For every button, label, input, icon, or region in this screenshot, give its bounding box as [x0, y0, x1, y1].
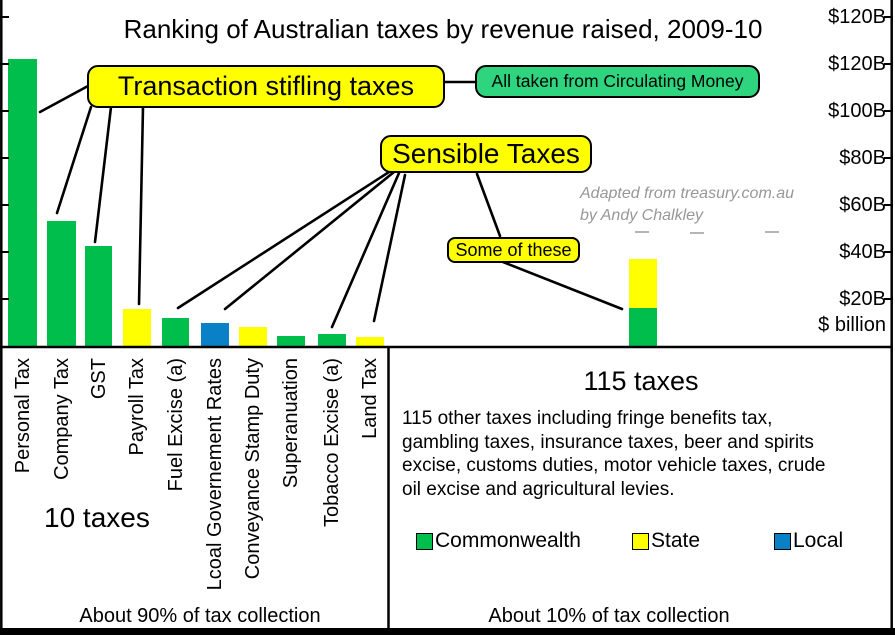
legend-label: State	[651, 529, 701, 552]
erased-text-remnant	[635, 231, 649, 233]
bar-115-taxes-state	[629, 259, 657, 308]
x-label-gst: GST	[87, 358, 110, 400]
y-tick-label: $80B	[839, 147, 886, 169]
y-tick-label: $120B	[828, 6, 886, 28]
x-label-land-tax: Land Tax	[359, 358, 381, 439]
leader-line	[372, 173, 407, 323]
transaction-stifling-taxes-callout: Transaction stifling taxes	[87, 65, 445, 108]
description-line: gambling taxes, insurance taxes, beer an…	[402, 431, 814, 453]
leader-line	[38, 84, 90, 114]
x-label-conveyance-stamp-duty: Conveyance Stamp Duty	[242, 358, 264, 580]
bar-fuel-excise-a	[162, 318, 189, 348]
bar-company-tax	[47, 221, 76, 348]
y-tick-label: $120B	[828, 53, 886, 75]
leader-line	[137, 105, 145, 306]
circulating-money-callout: All taken from Circulating Money	[475, 65, 760, 98]
credit-line-1: Adapted from treasury.com.au	[580, 185, 795, 202]
leader-line	[330, 171, 401, 329]
legend-label: Commonwealth	[435, 529, 581, 552]
x-label-payroll-tax: Payroll Tax	[126, 358, 148, 456]
description-line: 115 other taxes including fringe benefit…	[402, 408, 773, 429]
description-line: excise, customs duties, motor vehicle ta…	[402, 455, 826, 476]
y-tick-label: $40B	[839, 241, 886, 263]
bar-lcoal-governement-rates	[201, 323, 229, 348]
ten-taxes-label: 10 taxes	[44, 502, 150, 533]
legend-swatch-local	[774, 532, 791, 550]
y-tick-label: $100B	[828, 100, 886, 122]
y-tick-label: $20B	[839, 288, 886, 310]
right-footer-note: About 10% of tax collection	[488, 605, 730, 627]
circulating-money-label: All taken from Circulating Money	[491, 71, 744, 91]
leader-line	[93, 105, 113, 244]
transaction-stifling-taxes-label: Transaction stifling taxes	[117, 71, 415, 101]
leader-line	[55, 105, 93, 215]
some-of-these-callout: Some of these	[447, 237, 580, 263]
chart-title: Ranking of Australian taxes by revenue r…	[123, 14, 763, 44]
credit-line-2: by Andy Chalkley	[580, 207, 704, 224]
x-label-fuel-excise-a: Fuel Excise (a)	[164, 358, 187, 492]
115-taxes-heading: 115 taxes	[583, 366, 699, 396]
x-label-superanuation: Superanuation	[280, 358, 302, 489]
leader-line	[176, 170, 391, 310]
left-footer-note: About 90% of tax collection	[79, 605, 321, 627]
115-taxes-description: 115 other taxes including fringe benefit…	[402, 407, 887, 501]
bar-superanuation	[277, 336, 305, 348]
legend-swatch-state	[632, 532, 649, 550]
legend-label: Local	[793, 529, 844, 552]
y-tick-label: $60B	[839, 194, 886, 216]
erased-text-remnant	[765, 231, 779, 233]
bar-conveyance-stamp-duty	[239, 327, 267, 348]
sensible-taxes-label: Sensible Taxes	[392, 138, 580, 169]
legend-item-local: Local	[774, 529, 844, 552]
bar-tobacco-excise-a	[318, 334, 346, 348]
sensible-taxes-callout: Sensible Taxes	[380, 135, 592, 173]
leader-line	[223, 170, 396, 311]
bar-payroll-tax	[123, 309, 151, 348]
leader-line	[501, 260, 624, 311]
bar-gst	[85, 246, 112, 348]
some-of-these-label: Some of these	[455, 239, 572, 260]
y-unit-label: $ billion	[818, 314, 886, 336]
erased-text-remnant	[690, 232, 704, 234]
x-label-company-tax: Company Tax	[50, 358, 73, 480]
legend-item-state: State	[632, 529, 701, 552]
bar-personal-tax	[8, 59, 37, 348]
legend-swatch-commonwealth	[416, 532, 433, 550]
description-line: oil excise and agricultural levies.	[402, 478, 675, 500]
legend-item-commonwealth: Commonwealth	[416, 529, 581, 552]
x-label-lcoal-governement-rates: Lcoal Governement Rates	[204, 358, 226, 591]
leader-line	[475, 172, 502, 238]
bar-land-tax	[356, 337, 384, 348]
x-label-personal-tax: Personal Tax	[11, 358, 34, 474]
bottom-border-bar	[0, 628, 895, 635]
x-label-tobacco-excise-a: Tobacco Excise (a)	[321, 358, 343, 527]
bar-115-taxes-commonwealth	[629, 308, 657, 348]
